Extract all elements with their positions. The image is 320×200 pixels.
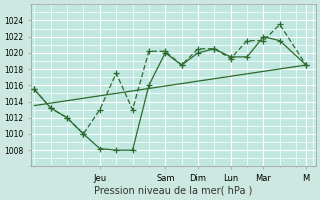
X-axis label: Pression niveau de la mer( hPa ): Pression niveau de la mer( hPa ) bbox=[94, 186, 252, 196]
